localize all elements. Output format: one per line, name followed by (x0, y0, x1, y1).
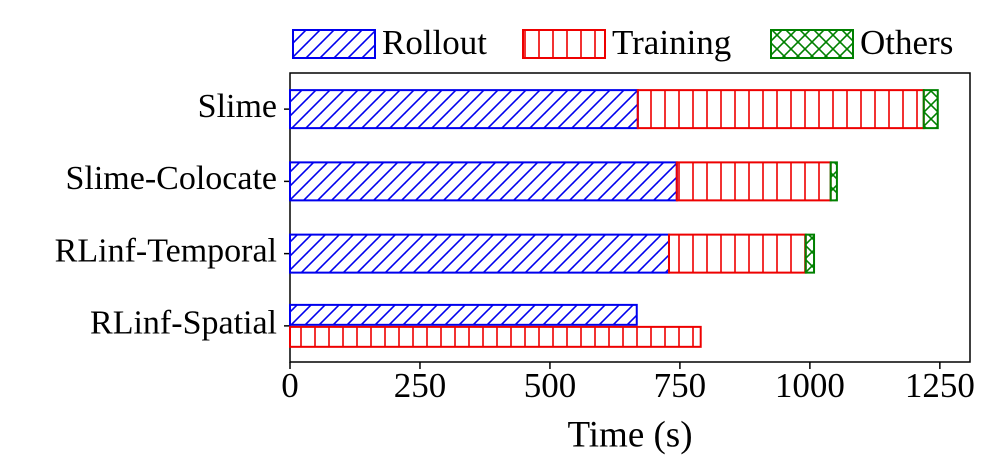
bar-segment (804, 233, 816, 274)
y-tick-label: Slime-Colocate (65, 160, 277, 197)
x-tick-label: 750 (654, 366, 707, 405)
bar-segment (289, 89, 639, 130)
legend-swatch (522, 29, 606, 59)
x-axis-label: Time (s) (567, 414, 692, 455)
bar-segment (667, 233, 807, 274)
legend-swatch (770, 29, 854, 59)
bar-segment (922, 89, 939, 130)
legend-label: Rollout (382, 23, 487, 62)
bar-segment (289, 303, 638, 326)
y-tick-label: RLinf-Temporal (55, 232, 277, 269)
x-tick-label: 1000 (775, 366, 845, 405)
bar-segment (636, 89, 925, 130)
legend-label: Training (612, 23, 731, 62)
x-tick-label: 1250 (905, 366, 975, 405)
bar-segment (289, 325, 702, 348)
bar-segment (289, 233, 670, 274)
bar-segment (675, 161, 832, 202)
bar-segment (829, 161, 838, 202)
x-tick-label: 0 (281, 366, 299, 405)
legend-swatch (292, 29, 376, 59)
y-tick-label: Slime (198, 88, 277, 125)
y-tick-label: RLinf-Spatial (90, 305, 277, 342)
bar-segment (289, 161, 678, 202)
legend-label: Others (860, 23, 953, 62)
plot-frame (289, 72, 971, 363)
x-tick-label: 250 (394, 366, 447, 405)
x-tick-label: 500 (524, 366, 577, 405)
